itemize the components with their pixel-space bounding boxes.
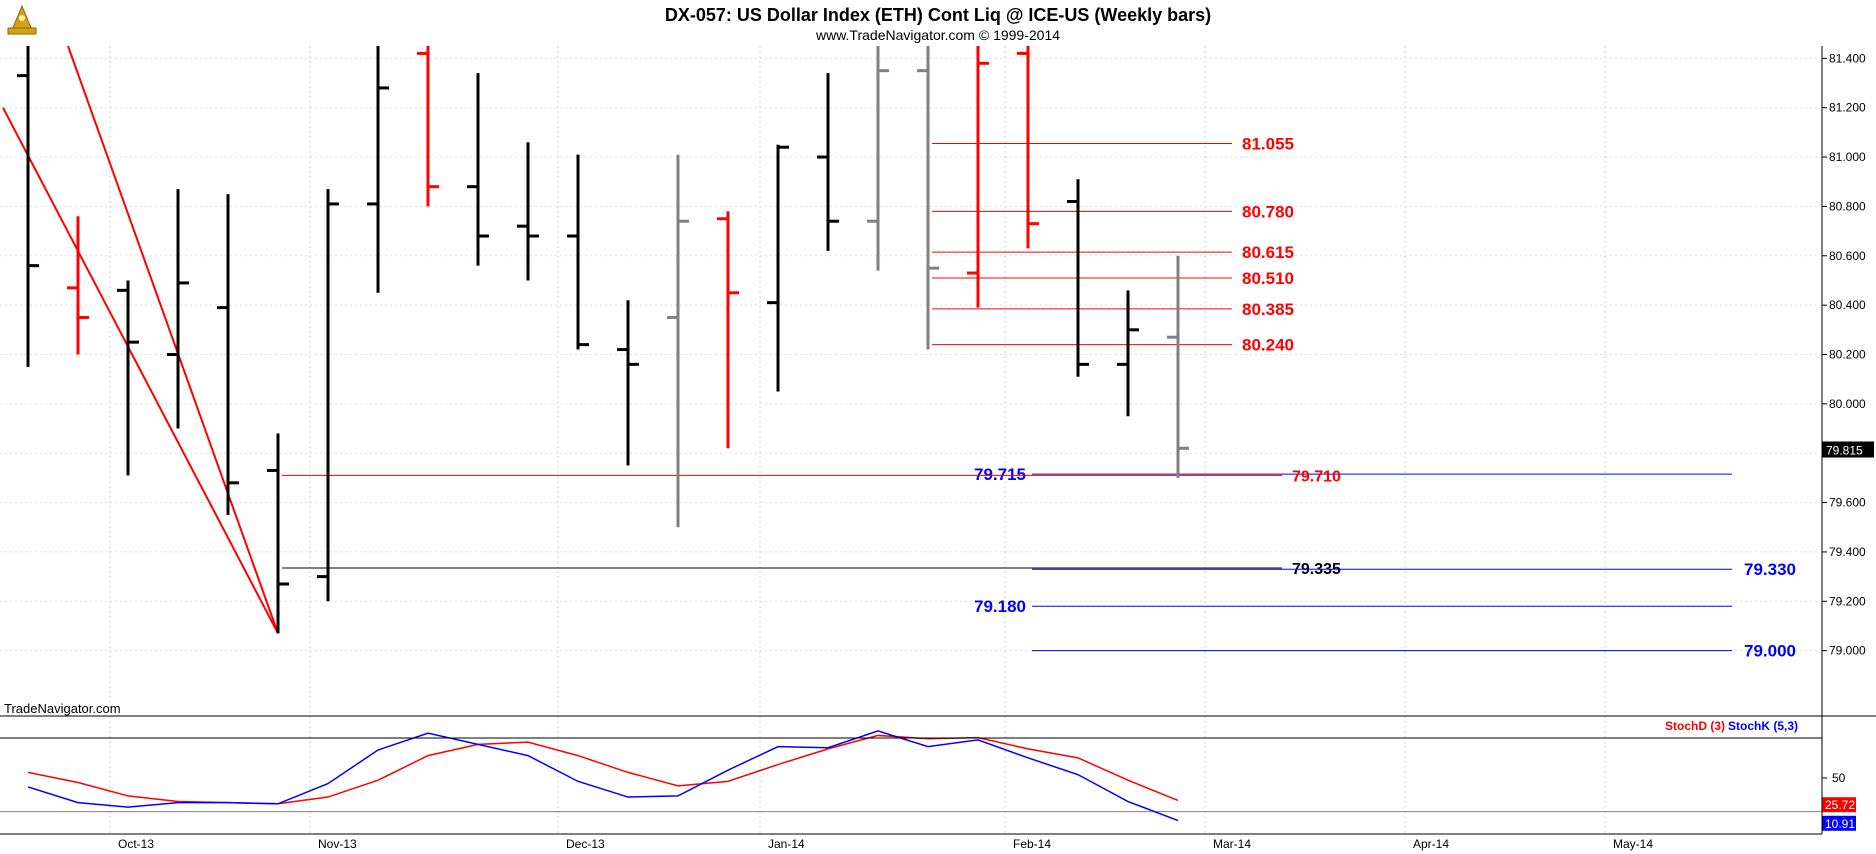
trendline [67, 45, 279, 634]
x-tick-label: Feb-14 [1013, 837, 1051, 851]
x-axis: Oct-13 Nov-13 Dec-13 Jan-14 Feb-14 Mar-14 Apr-… [118, 837, 1653, 851]
price-tick-label: 81.200 [1829, 101, 1866, 115]
price-tick-label: 80.600 [1829, 249, 1866, 263]
chart-title: DX-057: US Dollar Index (ETH) Cont Liq @… [665, 5, 1211, 25]
stoch-d-value: 25.72 [1825, 798, 1855, 812]
trendline [2, 107, 279, 634]
fib-levels: 81.055 80.780 80.615 80.510 80.385 80.240 79.7… [282, 134, 1796, 661]
stochastic-panel: 50 StochD (3) StochK (5,3) 25.72 10.91 [0, 719, 1856, 831]
price-tick-label: 79.400 [1829, 545, 1866, 559]
support-level-label: 79.715 [974, 465, 1026, 484]
support-level-label: 79.330 [1744, 560, 1796, 579]
stoch-d-line [27, 734, 1179, 805]
x-tick-label: Dec-13 [566, 837, 605, 851]
last-price-box [1822, 441, 1874, 458]
chart-subtitle: www.TradeNavigator.com © 1999-2014 [815, 27, 1060, 43]
price-tick-label: 80.400 [1829, 298, 1866, 312]
price-tick-label: 80.200 [1829, 347, 1866, 361]
price-tick-label: 79.600 [1829, 496, 1866, 510]
last-price-label: 79.815 [1826, 444, 1863, 458]
fib-level-label: 81.055 [1242, 134, 1294, 153]
fib-level-label: 80.780 [1242, 202, 1294, 221]
x-tick-label: Mar-14 [1213, 837, 1251, 851]
fib-level-label: 80.510 [1242, 269, 1294, 288]
x-tick-label: May-14 [1613, 837, 1653, 851]
price-tick-label: 80.000 [1829, 397, 1866, 411]
price-tick-label: 81.400 [1829, 51, 1866, 65]
trendlines [2, 45, 279, 634]
price-bars [17, 46, 1189, 634]
support-level-label: 79.000 [1744, 642, 1796, 661]
price-tick-label: 80.800 [1829, 199, 1866, 213]
stoch-d-flag [1822, 797, 1856, 813]
price-tick-label: 79.000 [1829, 644, 1866, 658]
x-tick-label: Apr-14 [1413, 837, 1449, 851]
price-tick-label: 81.000 [1829, 150, 1866, 164]
gridlines [0, 46, 1820, 834]
x-tick-label: Jan-14 [768, 837, 805, 851]
support-level-label: 79.180 [974, 597, 1026, 616]
stoch-k-flag [1822, 815, 1856, 831]
fib-level-label: 80.240 [1242, 336, 1294, 355]
tradenavigator-logo [7, 4, 37, 35]
fib-level-label: 80.615 [1242, 243, 1294, 262]
legend-stoch-d: StochD (3) [1665, 719, 1725, 733]
stoch-tick-label: 50 [1832, 771, 1846, 785]
watermark: TradeNavigator.com [4, 701, 121, 716]
stoch-k-line [27, 730, 1179, 822]
x-tick-label: Nov-13 [318, 837, 357, 851]
legend-stoch-k: StochK (5,3) [1728, 719, 1798, 733]
price-tick-label: 79.200 [1829, 594, 1866, 608]
price-axis: 81.400 81.200 81.000 80.800 80.600 80.400 80.2… [1822, 51, 1874, 658]
stoch-k-value: 10.91 [1825, 817, 1855, 831]
panel-frames [0, 46, 1876, 835]
support-level-label: 79.710 [1292, 468, 1341, 485]
fib-level-label: 80.385 [1242, 300, 1294, 319]
x-tick-label: Oct-13 [118, 837, 154, 851]
